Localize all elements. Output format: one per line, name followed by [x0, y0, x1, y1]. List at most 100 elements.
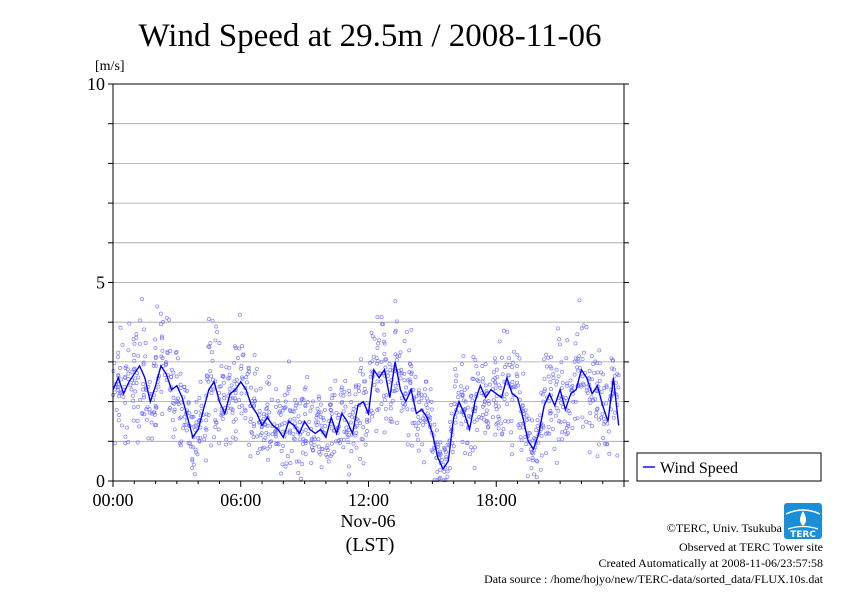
sample-point: [130, 369, 135, 374]
sample-point: [266, 457, 270, 462]
sample-point: [233, 429, 238, 434]
sample-point: [329, 441, 334, 446]
sample-point: [382, 341, 387, 346]
sample-point: [150, 436, 154, 441]
sample-point: [409, 372, 414, 376]
sample-point: [191, 462, 196, 467]
sample-point: [229, 383, 234, 388]
sample-point: [416, 426, 420, 431]
legend: Wind Speed: [636, 452, 822, 482]
sample-point: [349, 449, 354, 454]
sample-point: [576, 359, 581, 364]
sample-point: [435, 469, 440, 474]
sample-point: [542, 387, 547, 392]
sample-point: [346, 440, 351, 445]
credit-source: Data source : /home/hojyo/new/TERC-data/…: [484, 572, 824, 586]
sample-point: [482, 399, 487, 404]
sample-point: [384, 416, 389, 421]
sample-point: [369, 330, 374, 335]
sample-point: [347, 472, 352, 477]
sample-point: [461, 353, 466, 358]
sample-point: [332, 449, 337, 454]
sample-point: [498, 421, 503, 426]
sample-point: [202, 433, 207, 438]
sample-point: [516, 383, 520, 388]
sample-point: [491, 370, 496, 375]
sample-point: [345, 435, 350, 440]
sample-point: [565, 381, 569, 386]
sample-point: [556, 374, 561, 379]
sample-point: [219, 364, 224, 369]
sample-point: [329, 408, 334, 413]
sample-point: [401, 401, 406, 406]
sample-point: [354, 431, 359, 436]
sample-point: [361, 391, 366, 395]
sample-point: [416, 437, 420, 442]
sample-point: [551, 376, 556, 381]
sample-point: [606, 429, 611, 434]
sample-point: [277, 403, 282, 408]
sample-point: [351, 441, 356, 446]
credit-copyright: ©TERC, Univ. Tsukuba: [667, 521, 783, 535]
sample-point: [169, 375, 174, 379]
sample-point: [129, 387, 134, 392]
sample-point: [486, 401, 491, 406]
sample-point: [253, 371, 257, 376]
sample-point: [492, 398, 496, 403]
sample-point: [580, 415, 585, 420]
sample-point: [554, 382, 559, 387]
sample-point: [612, 373, 617, 378]
sample-point: [142, 395, 147, 400]
sample-point: [285, 391, 290, 396]
sample-point: [402, 339, 407, 343]
sample-point: [611, 415, 616, 420]
sample-point: [275, 423, 280, 428]
sample-point: [121, 395, 126, 399]
sample-point: [556, 437, 561, 442]
sample-point: [211, 387, 216, 392]
sample-point: [125, 367, 130, 372]
sample-point: [388, 367, 393, 372]
sample-point: [350, 410, 355, 415]
sample-point: [320, 447, 325, 452]
sample-point: [402, 371, 407, 376]
sample-point: [398, 350, 403, 355]
sample-point: [119, 423, 124, 428]
sample-point: [398, 371, 403, 376]
sample-point: [207, 345, 212, 350]
sample-point: [316, 437, 321, 442]
sample-point: [131, 398, 136, 403]
sample-point: [501, 427, 506, 432]
sample-point: [208, 341, 213, 346]
sample-point: [318, 410, 323, 415]
sample-point: [202, 437, 207, 442]
sample-point: [303, 404, 308, 409]
sample-point: [564, 356, 569, 361]
sample-point: [591, 398, 595, 403]
sample-point: [376, 406, 381, 411]
sample-point: [252, 424, 256, 429]
sample-point: [492, 356, 497, 361]
sample-point: [530, 418, 535, 423]
sample-point: [184, 428, 189, 433]
sample-point: [601, 372, 606, 377]
sample-point: [360, 372, 365, 377]
sample-point: [221, 392, 226, 397]
sample-point: [182, 414, 187, 419]
sample-point: [300, 462, 305, 467]
sample-point: [544, 431, 549, 436]
sample-point: [506, 419, 511, 424]
sample-point: [301, 441, 306, 446]
sample-point: [154, 354, 158, 359]
sample-point: [539, 390, 544, 395]
sample-point: [287, 431, 292, 436]
sample-point: [240, 344, 245, 349]
sample-point: [274, 387, 279, 392]
sample-point: [187, 441, 192, 446]
sample-point: [123, 434, 128, 439]
sample-point: [248, 454, 253, 459]
sample-point: [191, 414, 196, 419]
sample-point: [490, 415, 495, 420]
sample-point: [468, 445, 473, 450]
sample-point: [375, 388, 380, 393]
